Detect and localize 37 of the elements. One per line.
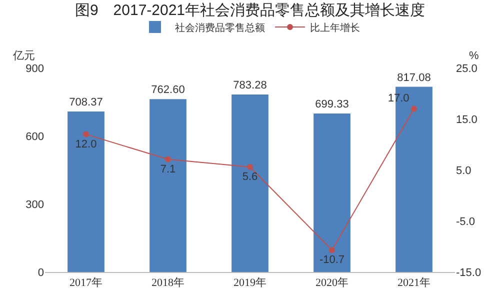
bar: [150, 99, 186, 272]
data-label: 817.08: [397, 72, 431, 84]
y2-axis-title: %: [469, 50, 479, 62]
data-label: 12.0: [75, 138, 97, 150]
y2-tick-label: 25.0: [456, 62, 478, 75]
data-label: 7.1: [160, 163, 176, 176]
y-tick-label: 600: [26, 130, 44, 143]
point: [411, 106, 417, 112]
data-label: 783.28: [233, 79, 267, 92]
y-tick-label: 0: [38, 266, 44, 279]
point: [165, 156, 171, 162]
data-label: -10.7: [319, 254, 345, 266]
y-tick-label: 300: [26, 198, 44, 211]
point: [329, 247, 335, 254]
y2-tick-label: -5.0: [456, 216, 475, 228]
legend-label: 社会消费品零售总额: [175, 22, 265, 34]
x-tick-label: 2017年: [70, 277, 102, 290]
legend-label: 比上年增长: [310, 22, 360, 34]
bar: [314, 113, 350, 272]
bar: [232, 94, 268, 272]
bar: [68, 111, 104, 272]
x-tick-label: 2019年: [234, 277, 266, 290]
chart-title: 图9 2017-2021年社会消费品零售总额及其增长速度: [74, 2, 426, 19]
y2-tick-label: -15.0: [456, 266, 482, 279]
y2-tick-label: 5.0: [456, 164, 472, 177]
y-axis-title: 亿元: [12, 50, 35, 62]
data-label: 708.37: [69, 96, 103, 108]
y-tick-label: 900: [26, 62, 44, 75]
point: [83, 131, 89, 138]
y2-tick-label: 15.0: [456, 114, 478, 126]
x-tick-label: 2020年: [316, 277, 348, 290]
data-label: 762.60: [151, 84, 185, 96]
point: [247, 164, 253, 170]
data-label: 5.6: [242, 170, 258, 183]
data-label: 699.33: [315, 98, 349, 110]
x-tick-label: 2018年: [152, 277, 184, 290]
x-tick-label: 2021年: [398, 277, 430, 290]
